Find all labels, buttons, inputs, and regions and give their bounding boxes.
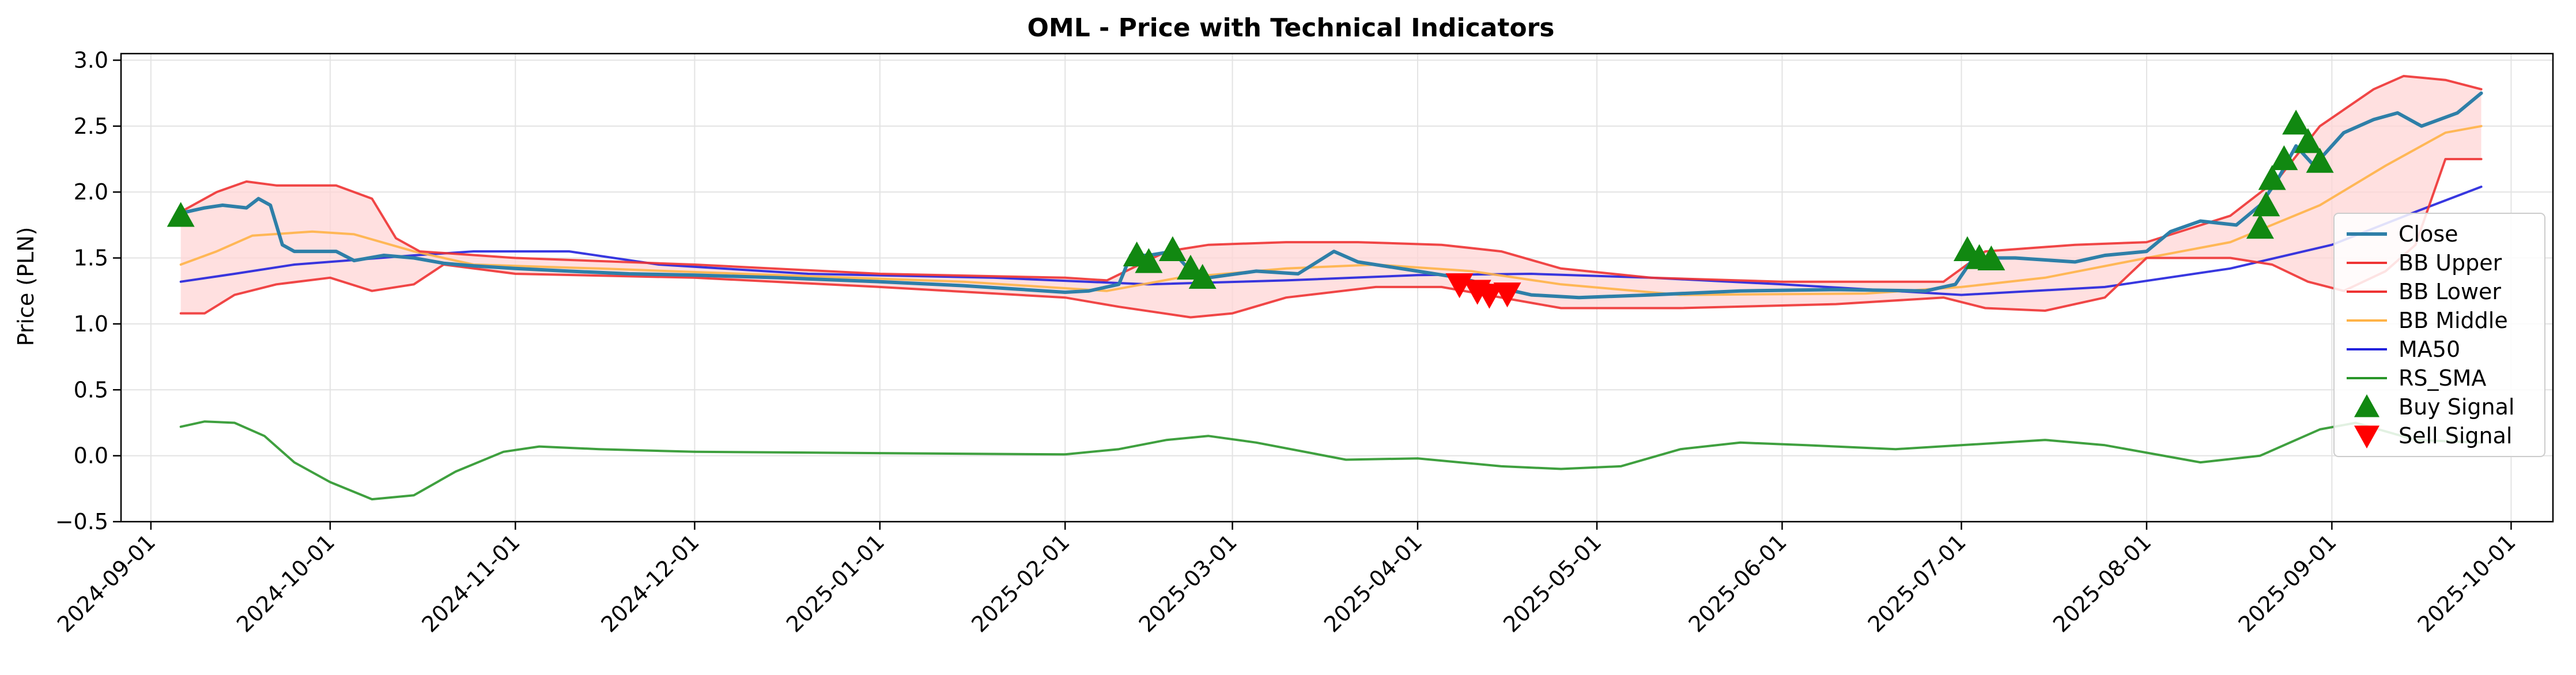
legend-label-bb-middle: BB Middle [2399, 308, 2508, 333]
bollinger-band-area [180, 76, 2481, 318]
buy-signal-marker [1977, 245, 2005, 271]
y-tick-label: −0.5 [55, 509, 108, 534]
x-tick-label: 2025-01-01 [781, 529, 889, 637]
x-tick-label: 2025-06-01 [1684, 529, 1792, 637]
buy-signal-marker [2246, 213, 2274, 239]
x-tick-label: 2025-08-01 [2048, 529, 2156, 637]
y-axis-label: Price (PLN) [13, 227, 39, 346]
y-axis-ticks: −0.5 0.0 0.5 1.0 1.5 2.0 2.5 3.0 [55, 47, 121, 534]
buy-signal-marker [1158, 236, 1187, 262]
legend-label-rs-sma: RS_SMA [2399, 365, 2486, 391]
buy-signal-marker [2252, 191, 2280, 217]
legend-label-sell-signal: Sell Signal [2399, 423, 2512, 448]
legend-label-ma50: MA50 [2399, 337, 2460, 362]
x-tick-label: 2025-03-01 [1134, 529, 1242, 637]
legend: Close BB Upper BB Lower BB Middle MA50 RS_SMA… [2333, 213, 2545, 457]
series-line-bb-lower [179, 158, 2483, 319]
y-tick-label: 0.0 [74, 443, 108, 469]
y-tick-label: 1.0 [74, 311, 108, 337]
chart-title: OML - Price with Technical Indicators [1028, 13, 1555, 43]
buy-signal-marker [2258, 165, 2286, 190]
buy-signal-marker [2306, 148, 2334, 173]
plot-frame [120, 52, 2554, 523]
buy-signal-marker [2294, 128, 2322, 153]
legend-box [2333, 213, 2545, 457]
legend-swatch-sell-signal [2354, 425, 2379, 448]
y-tick-label: 1.5 [74, 246, 108, 271]
buy-signal-marker [2270, 145, 2298, 171]
x-tick-label: 2025-07-01 [1863, 529, 1971, 637]
x-tick-label: 2025-10-01 [2413, 529, 2521, 637]
legend-swatch-buy-signal [2354, 394, 2379, 417]
sell-signal-marker [1475, 284, 1504, 309]
legend-label-bb-lower: BB Lower [2399, 279, 2501, 304]
series-line-ma50 [179, 186, 2483, 296]
y-tick-label: 2.5 [74, 114, 108, 139]
x-tick-label: 2024-10-01 [232, 529, 339, 637]
series-line-bb-middle [179, 125, 2483, 296]
x-tick-label: 2025-09-01 [2233, 529, 2341, 637]
x-tick-label: 2025-04-01 [1319, 529, 1427, 637]
buy-signal-marker [167, 202, 195, 227]
legend-label-bb-upper: BB Upper [2399, 250, 2502, 276]
x-tick-label: 2025-02-01 [966, 529, 1074, 637]
series-lines [179, 74, 2483, 501]
series-line-bb-upper [179, 74, 2483, 283]
y-tick-label: 0.5 [74, 377, 108, 402]
x-tick-label: 2024-09-01 [52, 529, 160, 637]
legend-label-close: Close [2399, 221, 2458, 247]
sell-signal-marker [1445, 273, 1474, 299]
buy-signal-marker [1188, 263, 1217, 289]
signal-markers [167, 110, 2334, 309]
series-line-rs-sma [179, 420, 2483, 501]
x-axis-ticks: 2024-09-01 2024-10-01 2024-11-01 2024-12-01… [52, 522, 2521, 638]
buy-signal-marker [2282, 110, 2310, 135]
y-tick-label: 3.0 [74, 47, 108, 73]
x-tick-label: 2024-12-01 [596, 529, 704, 637]
x-tick-label: 2024-11-01 [417, 529, 524, 637]
x-tick-label: 2025-05-01 [1498, 529, 1606, 637]
buy-signal-marker [1135, 248, 1163, 273]
y-tick-label: 2.0 [74, 179, 108, 205]
sell-signal-marker [1493, 282, 1521, 308]
legend-label-buy-signal: Buy Signal [2399, 394, 2514, 420]
bollinger-band-fill [180, 76, 2481, 318]
series-line-close [179, 91, 2483, 300]
